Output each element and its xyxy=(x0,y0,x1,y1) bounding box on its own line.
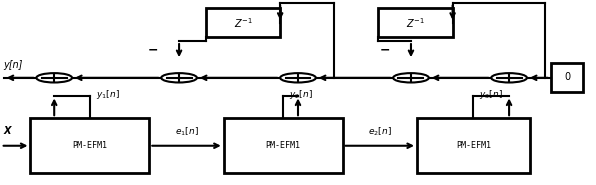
Text: $y_2[n]$: $y_2[n]$ xyxy=(289,88,313,101)
Bar xyxy=(30,118,150,173)
Text: y[n]: y[n] xyxy=(3,60,23,70)
Text: 0: 0 xyxy=(564,72,570,82)
Bar xyxy=(224,118,343,173)
Text: $e_1[n]$: $e_1[n]$ xyxy=(175,126,198,138)
Text: PM-EFM1: PM-EFM1 xyxy=(456,141,491,150)
Text: $e_2[n]$: $e_2[n]$ xyxy=(368,126,392,138)
Text: $Z^{-1}$: $Z^{-1}$ xyxy=(234,16,253,30)
Text: $y_1[n]$: $y_1[n]$ xyxy=(96,88,120,101)
Text: $y_3[n]$: $y_3[n]$ xyxy=(479,88,503,101)
Text: −: − xyxy=(380,43,390,56)
Bar xyxy=(417,118,530,173)
Text: −: − xyxy=(148,43,159,56)
Bar xyxy=(551,63,583,92)
Text: PM-EFM1: PM-EFM1 xyxy=(266,141,300,150)
Bar xyxy=(206,8,280,37)
Bar xyxy=(378,8,452,37)
Text: $Z^{-1}$: $Z^{-1}$ xyxy=(406,16,425,30)
Text: X: X xyxy=(3,126,11,136)
Text: PM-EFM1: PM-EFM1 xyxy=(72,141,107,150)
